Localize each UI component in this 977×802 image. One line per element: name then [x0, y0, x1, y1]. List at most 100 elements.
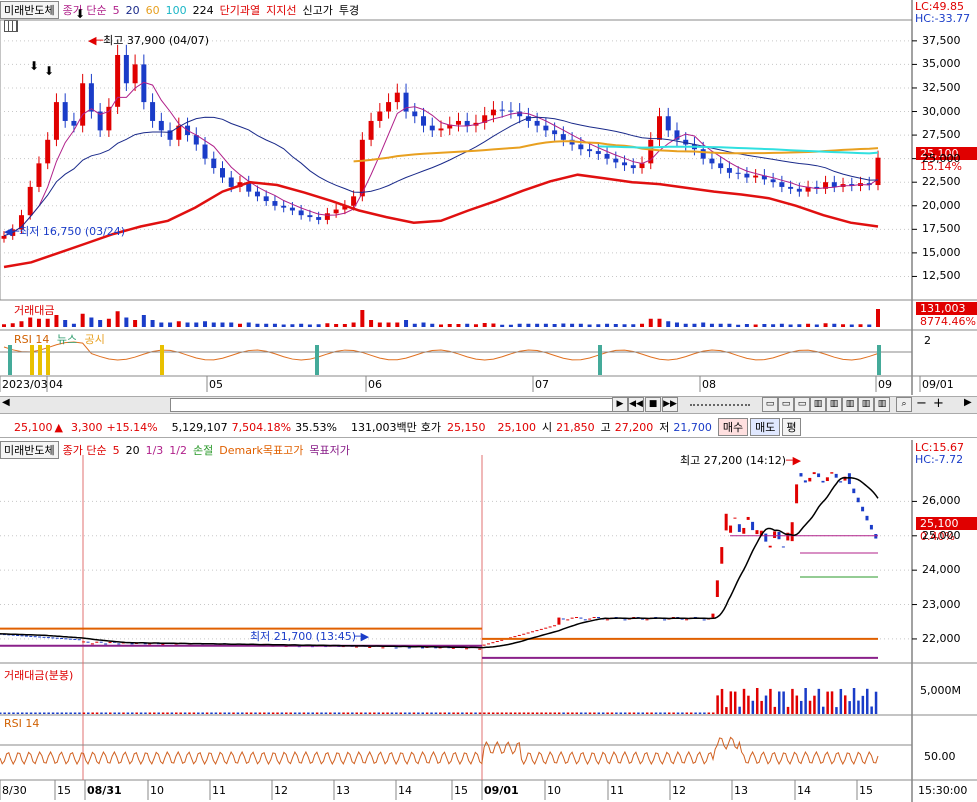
top-ma-60	[353, 140, 879, 163]
bottom-rsi-line	[0, 736, 879, 766]
bottom-volume-bar	[78, 712, 81, 714]
top-volume-bar	[447, 324, 452, 327]
bottom-volume-bar	[245, 712, 248, 714]
top-volume-bar	[246, 322, 251, 327]
bottom-volume-bar	[456, 712, 460, 714]
down-arrow-icon: ⬇	[75, 7, 85, 21]
bottom-volume-bar	[461, 712, 464, 714]
last-icon[interactable]: ▶▶	[662, 397, 678, 412]
top-candle	[464, 120, 470, 126]
bottom-candle	[856, 497, 860, 503]
top-ytick-label: 30,000	[922, 104, 961, 118]
bottom-hc: HC:-7.72	[915, 453, 964, 466]
bottom-volume-bar	[219, 712, 222, 714]
bottom-volume-bar	[131, 712, 134, 714]
bottom-volume-bar	[610, 712, 614, 714]
sell-button[interactable]: 매도	[750, 418, 781, 436]
bottom-volume-bar	[601, 712, 605, 714]
tool-icon-8[interactable]: ▥	[874, 397, 890, 412]
top-ma-5	[3, 81, 879, 237]
flat-button[interactable]: 평	[782, 418, 801, 436]
tool-icon-4[interactable]: ▥	[810, 397, 826, 412]
bottom-candle	[86, 641, 90, 643]
top-volume-bar	[535, 323, 540, 327]
bottom-volume-bar	[263, 712, 266, 714]
tool-icon-3[interactable]: ▭	[794, 397, 810, 412]
top-news-bar	[30, 345, 34, 375]
bottom-volume-bar	[232, 712, 235, 714]
tool-icon-1[interactable]: ▭	[762, 397, 778, 412]
top-candle	[193, 135, 199, 145]
bottom-candle	[60, 638, 64, 640]
bottom-candle	[451, 647, 455, 649]
zoom-out-icon[interactable]: −	[916, 396, 927, 411]
scroll-left-icon[interactable]: ◀	[2, 397, 10, 408]
bottom-volume-bar	[659, 712, 662, 714]
bottom-candle	[90, 643, 94, 645]
top-volume-bar	[465, 323, 470, 327]
bottom-volume-bar	[21, 712, 24, 714]
stop-icon[interactable]: ■	[645, 397, 661, 412]
first-icon[interactable]: ◀◀	[628, 397, 644, 412]
bottom-time: 15:30:00	[918, 784, 968, 797]
top-x-label: 09	[878, 378, 892, 391]
top-candle	[517, 111, 523, 117]
zoom-in-icon[interactable]: +	[933, 396, 944, 411]
bottom-volume-bar	[390, 712, 394, 714]
top-candle	[228, 177, 234, 187]
bottom-volume-bar	[681, 712, 684, 714]
tool-icon-6[interactable]: ▥	[842, 397, 858, 412]
quote-low-label: 저	[659, 421, 670, 434]
bottom-volume-bar	[95, 712, 99, 714]
top-volume-bar	[622, 324, 627, 327]
top-candle	[709, 158, 715, 164]
bottom-lc: LC:15.67	[915, 441, 965, 454]
bottom-volume-bar	[69, 712, 72, 714]
top-volume-bar	[771, 324, 776, 327]
top-x-label: 05	[209, 378, 223, 391]
bottom-candle	[861, 506, 865, 512]
bottom-candle	[420, 647, 424, 649]
bottom-candle	[839, 481, 843, 483]
bottom-volume-bar	[821, 706, 825, 714]
bottom-volume-bar	[425, 712, 429, 714]
top-volume-bar	[63, 320, 68, 327]
bottom-volume-bar	[201, 712, 204, 714]
top-volume-bar	[360, 310, 365, 327]
tool-icon-5[interactable]: ▥	[826, 397, 842, 412]
bottom-volume-bar	[82, 712, 86, 714]
bottom-candle	[570, 617, 574, 619]
scroll-right-icon[interactable]: ▶	[612, 397, 628, 412]
bottom-volume-bar	[791, 688, 794, 714]
bottom-candle	[847, 473, 851, 485]
tool-icon-7[interactable]: ▥	[858, 397, 874, 412]
bottom-title-box[interactable]: 미래반도체	[0, 441, 59, 459]
bottom-x-label: 12	[274, 784, 288, 797]
bottom-candle	[526, 632, 530, 634]
top-lc: LC:49.85	[915, 0, 965, 13]
top-volume-bar	[806, 323, 811, 327]
quote-ask2: 25,100	[497, 420, 537, 434]
top-x-label: 07	[535, 378, 549, 391]
top-candle	[272, 201, 278, 206]
bottom-volume-bar	[144, 712, 147, 714]
buy-button[interactable]: 매수	[717, 418, 749, 436]
zoom-slider[interactable]	[690, 404, 750, 406]
tool-icon-2[interactable]: ▭	[778, 397, 794, 412]
top-candle	[412, 111, 418, 117]
top-vol-tag: 131,003	[916, 302, 977, 315]
top-candle	[525, 116, 531, 121]
scroll-right-end-icon[interactable]: ▶	[964, 397, 972, 408]
top-candle	[770, 179, 776, 183]
top-x-label: 06	[368, 378, 382, 391]
top-title-box[interactable]: 미래반도체	[0, 1, 59, 19]
bottom-price-tag: 25,100	[916, 517, 977, 530]
top-low-label: ◀─최저 16,750 (03/24)	[4, 225, 126, 238]
scroll-thumb[interactable]	[170, 398, 620, 412]
top-volume-bar	[176, 321, 181, 327]
arrow-right-icon: ─▶	[354, 630, 370, 643]
search-icon[interactable]: ⌕	[896, 397, 912, 412]
bottom-volume-bar	[795, 695, 799, 714]
top-candle	[36, 163, 42, 187]
scrollbar[interactable]: ◀ ▶ ◀◀ ■ ▶▶ ▭ ▭ ▭ ▥ ▥ ▥ ▥ ▥ ⌕ − + ▶	[0, 396, 977, 414]
